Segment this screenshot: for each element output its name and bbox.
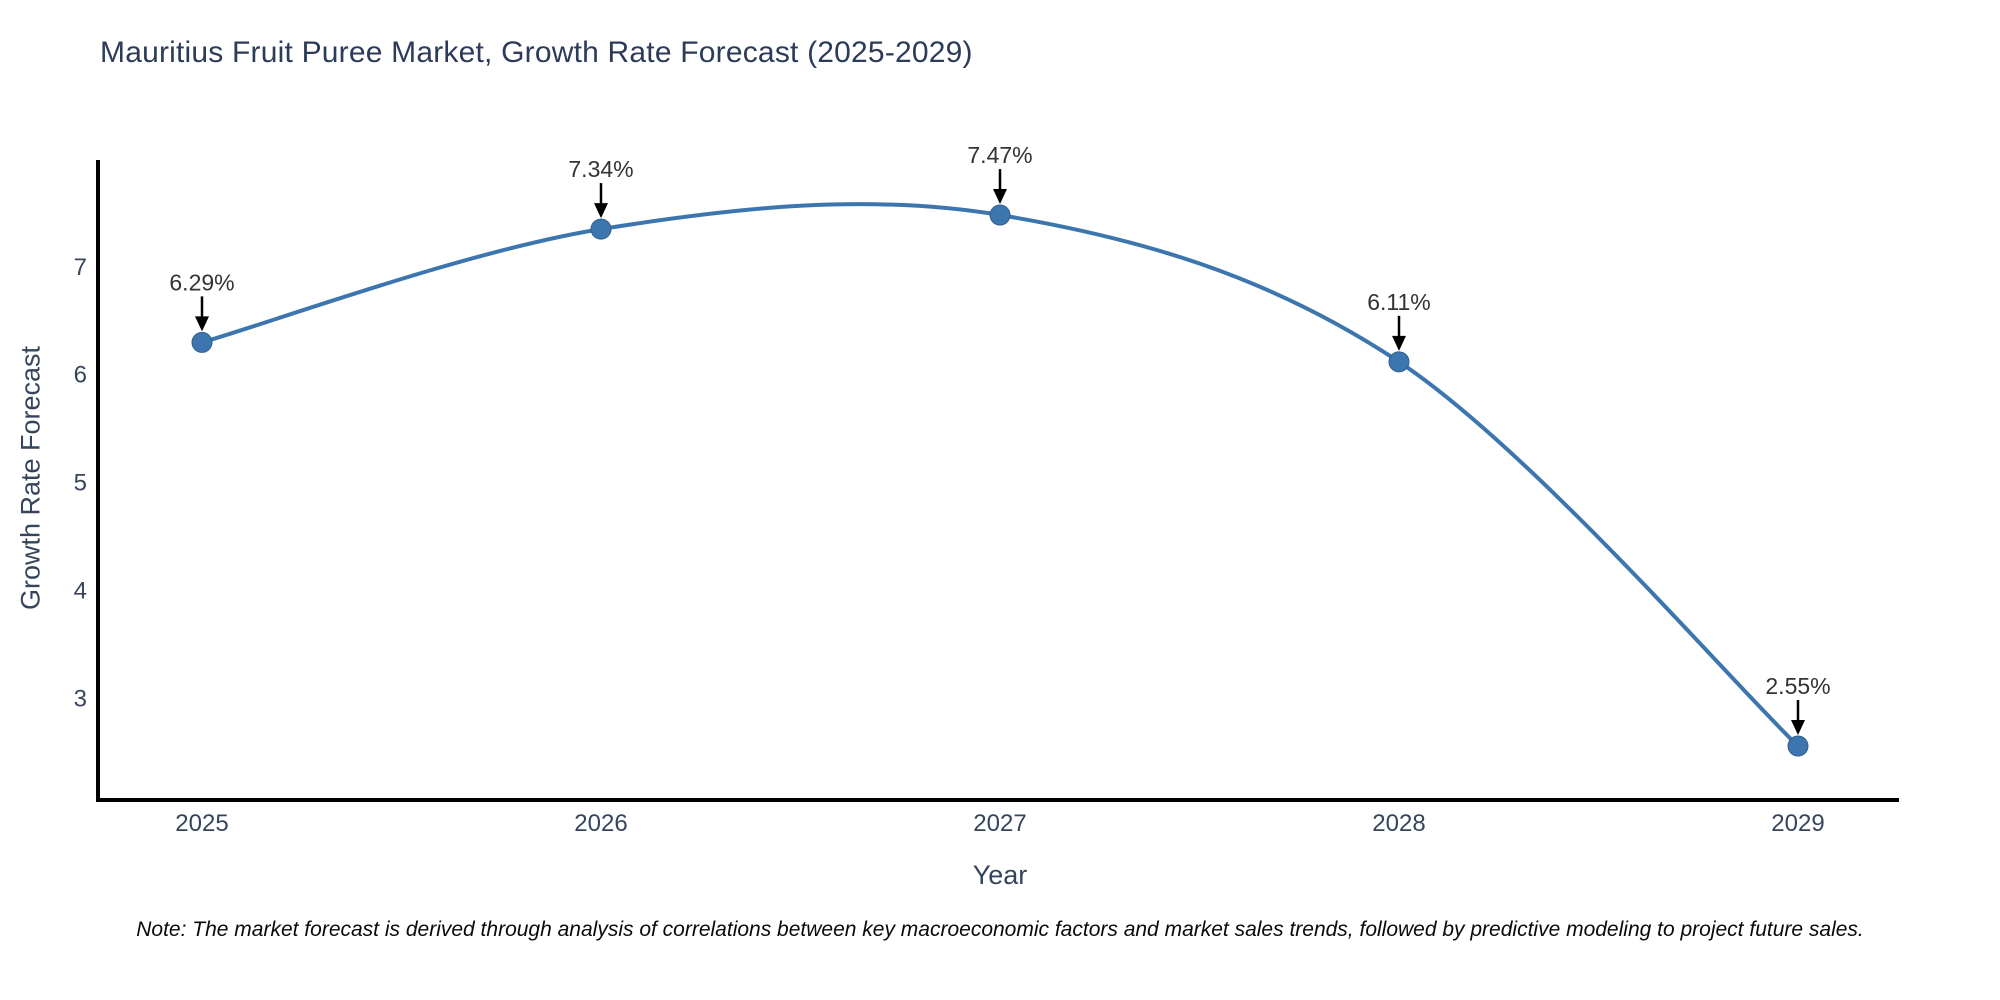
chart-footnote: Note: The market forecast is derived thr… <box>136 918 1864 941</box>
x-tick-label: 2027 <box>973 810 1026 837</box>
data-point-2028 <box>1388 351 1410 373</box>
data-point-2026 <box>590 218 612 240</box>
data-point-2029 <box>1787 735 1809 757</box>
y-tick-label: 3 <box>74 685 87 712</box>
forecast-line <box>200 202 1800 748</box>
y-tick-label: 6 <box>74 362 87 389</box>
x-tick-label: 2029 <box>1771 810 1824 837</box>
data-point-label: 7.34% <box>568 156 633 182</box>
y-axis-title: Growth Rate Forecast <box>15 345 46 611</box>
annotation-arrowhead <box>594 203 608 219</box>
x-tick-label: 2026 <box>574 810 627 837</box>
chart-title: Mauritius Fruit Puree Market, Growth Rat… <box>100 36 973 69</box>
data-point-2025 <box>191 331 213 353</box>
x-tick-label: 2025 <box>175 810 228 837</box>
data-point-label: 6.29% <box>169 269 234 295</box>
y-tick-label: 7 <box>74 254 87 281</box>
y-tick-label: 5 <box>74 470 87 497</box>
data-point-label: 6.11% <box>1367 289 1431 315</box>
y-tick-label: 4 <box>74 578 87 605</box>
annotation-arrowhead <box>1392 335 1406 351</box>
annotation-arrowhead <box>195 316 209 332</box>
data-point-label: 2.55% <box>1765 673 1830 699</box>
data-point-label: 7.47% <box>967 142 1032 168</box>
annotation-arrowhead <box>1791 720 1805 736</box>
annotation-arrowhead <box>993 189 1007 205</box>
x-axis-title: Year <box>972 860 1028 890</box>
x-tick-label: 2028 <box>1372 810 1425 837</box>
data-point-2027 <box>989 204 1011 226</box>
